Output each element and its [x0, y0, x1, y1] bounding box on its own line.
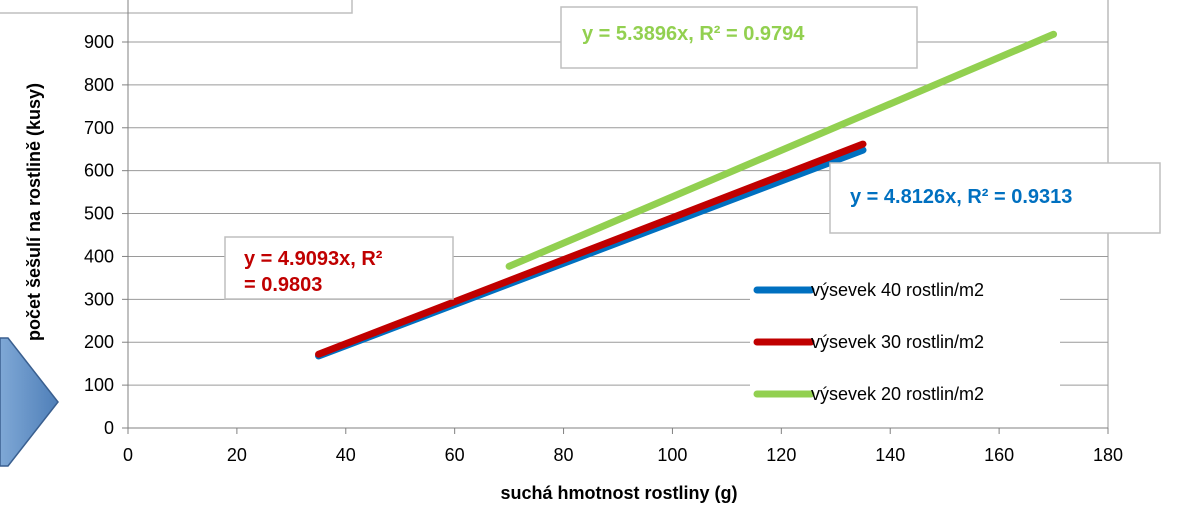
y-tick-label: 200 [84, 332, 114, 352]
legend: výsevek 40 rostlin/m2 výsevek 30 rostlin/… [750, 270, 1060, 418]
x-tick-label: 40 [336, 445, 356, 465]
legend-label: výsevek 40 rostlin/m2 [811, 280, 984, 300]
x-tick-label: 60 [445, 445, 465, 465]
axes [122, 0, 1109, 434]
equation-box [560, 6, 918, 69]
y-tick-label: 0 [104, 418, 114, 438]
y-tick-label: 800 [84, 75, 114, 95]
chevron-arrow-shape [0, 337, 59, 467]
x-tick-label: 180 [1093, 445, 1123, 465]
equation-label: y = 4.9093x, R² [244, 248, 383, 270]
series-line [505, 30, 1058, 270]
tick-labels: 0 20 40 60 80 100 120 140 160 180 0 100 200 300 400 500… [84, 32, 1123, 465]
x-tick-label: 160 [984, 445, 1014, 465]
y-axis-title: počet šešulí na rostlině (kusy) [24, 83, 44, 341]
equation-label: y = 4.8126x, R² = 0.9313 [850, 186, 1072, 208]
series-line [315, 140, 867, 358]
x-axis-title: suchá hmotnost rostliny (g) [500, 483, 737, 503]
equation-label: y = 5.3896x, R² = 0.9794 [582, 23, 805, 45]
trendline-equations: y = 5.3896x, R² = 0.9794 y = 4.8126x, R² … [224, 6, 1161, 300]
legend-label: výsevek 20 rostlin/m2 [811, 384, 984, 404]
legend-label: výsevek 30 rostlin/m2 [811, 332, 984, 352]
equation-box [829, 162, 1161, 234]
y-tick-label: 300 [84, 289, 114, 309]
x-tick-label: 0 [123, 445, 133, 465]
equation-label: = 0.9803 [244, 274, 322, 296]
x-tick-label: 120 [766, 445, 796, 465]
y-tick-label: 400 [84, 246, 114, 266]
x-tick-label: 100 [657, 445, 687, 465]
equation-box [224, 236, 454, 300]
x-tick-label: 20 [227, 445, 247, 465]
y-tick-label: 500 [84, 204, 114, 224]
x-tick-label: 140 [875, 445, 905, 465]
y-tick-label: 700 [84, 118, 114, 138]
y-tick-label: 600 [84, 161, 114, 181]
series-lines [315, 30, 1058, 360]
y-tick-label: 900 [84, 32, 114, 52]
y-tick-label: 100 [84, 375, 114, 395]
x-tick-label: 80 [554, 445, 574, 465]
overlapping-box-outline [0, 0, 353, 14]
